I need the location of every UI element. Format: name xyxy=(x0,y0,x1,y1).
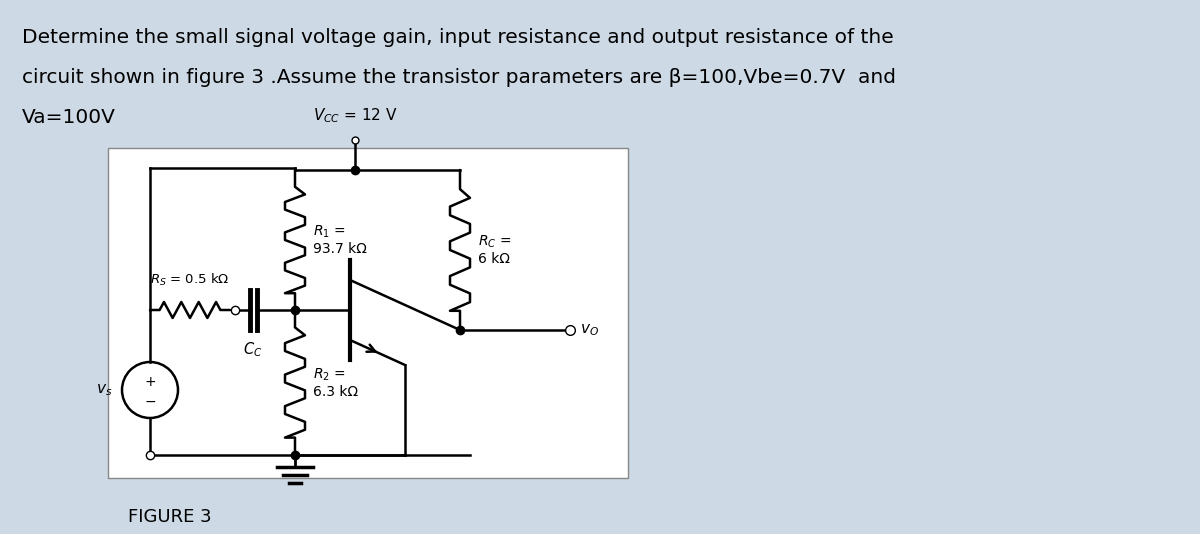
Text: −: − xyxy=(144,395,156,409)
Text: +: + xyxy=(144,375,156,389)
Text: $R_S$ = 0.5 kΩ: $R_S$ = 0.5 kΩ xyxy=(150,272,229,288)
Text: $v_s$: $v_s$ xyxy=(96,382,112,398)
Text: $R_C$ =
6 kΩ: $R_C$ = 6 kΩ xyxy=(478,234,511,266)
Text: circuit shown in figure 3 .Assume the transistor parameters are β=100,Vbe=0.7V  : circuit shown in figure 3 .Assume the tr… xyxy=(22,68,896,87)
Text: $v_O$: $v_O$ xyxy=(580,322,599,338)
Text: $C_C$: $C_C$ xyxy=(244,340,263,359)
Text: FIGURE 3: FIGURE 3 xyxy=(128,508,211,526)
Bar xyxy=(108,148,628,478)
Text: $R_1$ =
93.7 kΩ: $R_1$ = 93.7 kΩ xyxy=(313,224,367,256)
Text: Determine the small signal voltage gain, input resistance and output resistance : Determine the small signal voltage gain,… xyxy=(22,28,894,47)
Text: $R_2$ =
6.3 kΩ: $R_2$ = 6.3 kΩ xyxy=(313,366,358,399)
Text: Va=100V: Va=100V xyxy=(22,108,116,127)
Text: $V_{CC}$ = 12 V: $V_{CC}$ = 12 V xyxy=(312,106,397,125)
